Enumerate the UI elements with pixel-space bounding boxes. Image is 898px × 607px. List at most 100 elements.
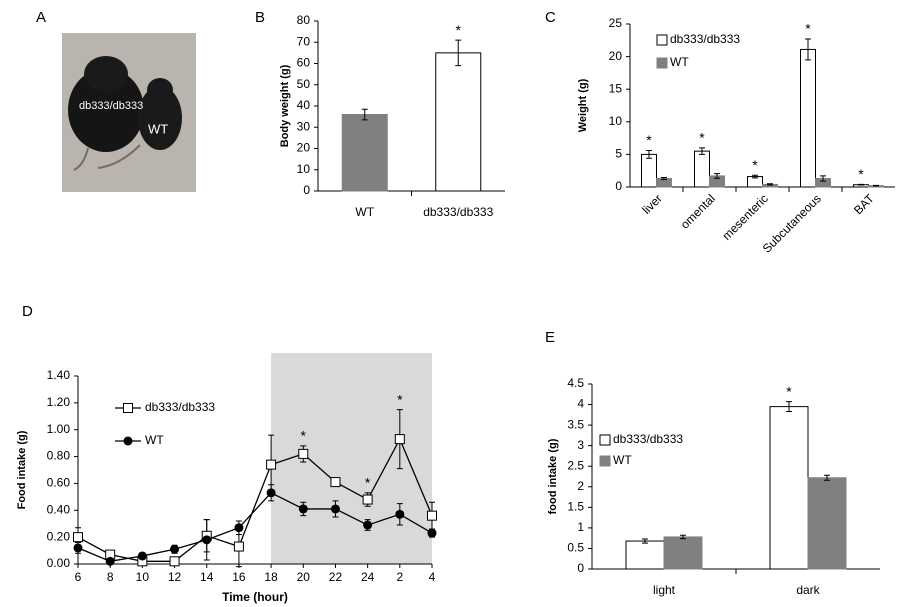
bar [663, 536, 703, 570]
x-tick-label: 24 [361, 570, 375, 584]
x-tick-label: 10 [136, 570, 150, 584]
y-tick-label: 0 [615, 179, 622, 193]
marker [298, 504, 308, 514]
marker [394, 434, 405, 445]
tails [73, 144, 141, 171]
y-tick-label: 1.5 [567, 500, 584, 514]
y-tick-label: 4.5 [567, 376, 584, 390]
y-tick-label: 0.40 [47, 502, 71, 516]
marker [234, 523, 244, 533]
legend-label: db333/db333 [670, 32, 740, 46]
marker [427, 528, 437, 538]
bar [807, 477, 847, 570]
legend-label: WT [145, 433, 164, 447]
panel-label: A [36, 9, 46, 26]
x-tick-label: 14 [200, 570, 214, 584]
marker [170, 544, 180, 554]
significance: * [858, 166, 864, 182]
y-axis-label: Weight (g) [577, 78, 589, 132]
y-tick-label: 60 [297, 56, 311, 70]
x-tick-label: 16 [232, 570, 246, 584]
error-bar [805, 38, 811, 61]
y-tick-label: 30 [297, 119, 311, 133]
error-bar [858, 183, 864, 186]
x-tick-label: WT [355, 205, 374, 219]
y-tick-label: 0.20 [47, 529, 71, 543]
significance: * [397, 391, 403, 407]
error-bar [661, 177, 667, 181]
y-tick-label: 0 [577, 561, 584, 575]
y-tick-label: 1 [577, 520, 584, 534]
marker [330, 477, 341, 488]
y-tick-label: 0.00 [47, 556, 71, 570]
marker [73, 543, 83, 553]
bar [694, 150, 710, 188]
y-tick-label: 1.00 [47, 422, 71, 436]
marker [298, 448, 309, 459]
legend-label: db333/db333 [145, 400, 215, 414]
marker [202, 535, 212, 545]
y-axis-label: Food intake (g) [16, 430, 28, 509]
bar [769, 406, 809, 570]
x-tick-label: light [653, 583, 676, 597]
y-tick-label: 0 [303, 183, 310, 197]
marker [169, 556, 180, 567]
photo-text: WT [148, 121, 168, 136]
marker [363, 520, 373, 530]
significance: * [456, 22, 462, 38]
y-tick-label: 0.5 [567, 541, 584, 555]
x-tick-label: 18 [264, 570, 278, 584]
significance: * [699, 130, 705, 146]
legend-label: WT [613, 453, 632, 467]
error-bar [361, 108, 368, 121]
marker [105, 556, 115, 566]
mouse-db-head [84, 56, 128, 92]
dark-period [271, 353, 432, 564]
x-tick-label: 2 [396, 570, 403, 584]
y-tick-label: 70 [297, 34, 311, 48]
error-bar [873, 184, 879, 187]
panel-label: B [255, 9, 265, 26]
y-axis-label: food intake (g) [547, 438, 559, 514]
significance: * [365, 475, 371, 491]
legend-swatch [656, 57, 668, 69]
error-bar [680, 534, 686, 540]
y-tick-label: 80 [297, 13, 311, 27]
bar [435, 52, 482, 192]
y-tick-label: 2.5 [567, 458, 584, 472]
x-tick-label: 6 [75, 570, 82, 584]
error-bar [714, 173, 720, 179]
marker [73, 532, 83, 543]
x-tick-label: 12 [168, 570, 182, 584]
y-tick-label: 25 [609, 16, 623, 30]
mouse-wt-head [147, 78, 173, 102]
legend-label: db333/db333 [613, 432, 683, 446]
legend-swatch [599, 455, 611, 467]
x-tick-label: omental [678, 191, 718, 231]
x-tick-label: db333/db333 [423, 205, 493, 219]
x-axis-label: Time (hour) [222, 590, 288, 604]
line [77, 437, 433, 562]
x-tick-label: 4 [429, 570, 436, 584]
y-tick-label: 5 [615, 147, 622, 161]
x-tick-label: mesenteric [719, 191, 770, 242]
panel-label: D [22, 303, 33, 320]
marker [137, 551, 147, 561]
legend-swatch [599, 434, 611, 446]
x-tick-label: 8 [107, 570, 114, 584]
y-tick-label: 40 [297, 98, 311, 112]
significance: * [301, 428, 307, 444]
y-tick-label: 50 [297, 77, 311, 91]
mouse-wt [138, 86, 182, 150]
legend-marker [123, 436, 133, 446]
y-tick-label: 3 [577, 438, 584, 452]
y-tick-label: 20 [609, 49, 623, 63]
line [77, 492, 433, 562]
y-tick-label: 10 [297, 162, 311, 176]
marker [395, 509, 405, 519]
y-tick-label: 1.40 [47, 368, 71, 382]
marker [362, 494, 373, 505]
x-tick-label: dark [796, 583, 820, 597]
x-tick-label: liver [639, 191, 664, 216]
